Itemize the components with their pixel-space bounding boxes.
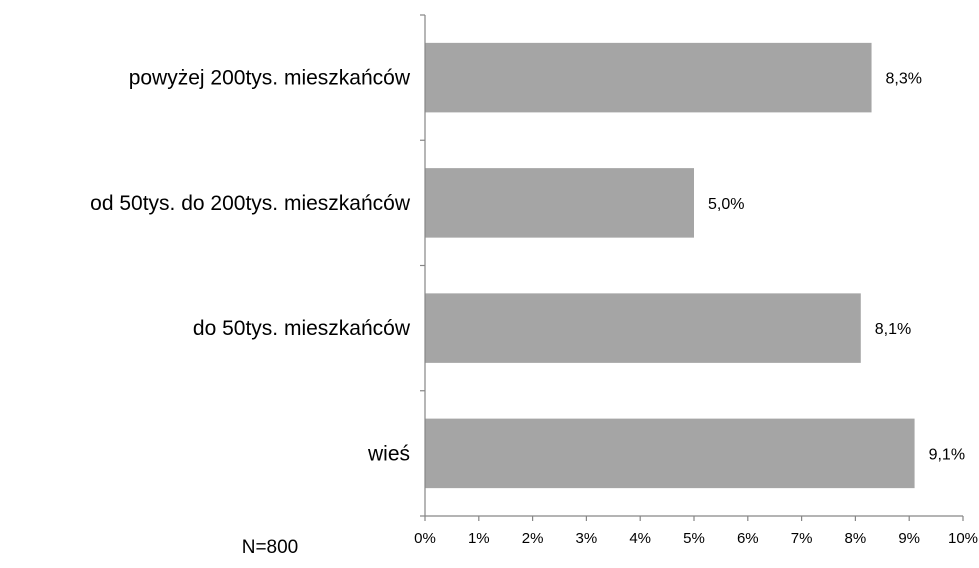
- x-tick-label: 2%: [522, 530, 544, 547]
- bar: [425, 418, 915, 489]
- category-label: od 50tys. do 200tys. mieszkańców: [90, 192, 411, 215]
- data-label: 5,0%: [708, 196, 744, 213]
- data-label: 9,1%: [929, 446, 965, 463]
- axes: [420, 14, 964, 521]
- category-label: wieś: [367, 442, 410, 465]
- x-tick-label: 9%: [898, 530, 920, 547]
- x-tick-label: 0%: [414, 530, 436, 547]
- data-label: 8,3%: [886, 71, 922, 88]
- x-tick-label: 1%: [468, 530, 490, 547]
- bar: [425, 42, 872, 113]
- x-tick-label: 8%: [845, 530, 867, 547]
- bar: [425, 293, 861, 363]
- bars: [425, 42, 915, 489]
- labels: powyżej 200tys. mieszkańców 8,3% od 50tys.…: [90, 67, 978, 547]
- category-label: do 50tys. mieszkańców: [193, 317, 411, 340]
- bar: [425, 168, 694, 238]
- sample-size-note: N=800: [242, 537, 299, 558]
- data-label: 8,1%: [875, 321, 911, 338]
- x-tick-label: 6%: [737, 530, 759, 547]
- category-label: powyżej 200tys. mieszkańców: [129, 67, 411, 90]
- x-tick-label: 4%: [629, 530, 651, 547]
- x-tick-label: 7%: [791, 530, 813, 547]
- x-tick-label: 3%: [576, 530, 598, 547]
- x-tick-label: 5%: [683, 530, 705, 547]
- x-tick-label: 10%: [948, 530, 978, 547]
